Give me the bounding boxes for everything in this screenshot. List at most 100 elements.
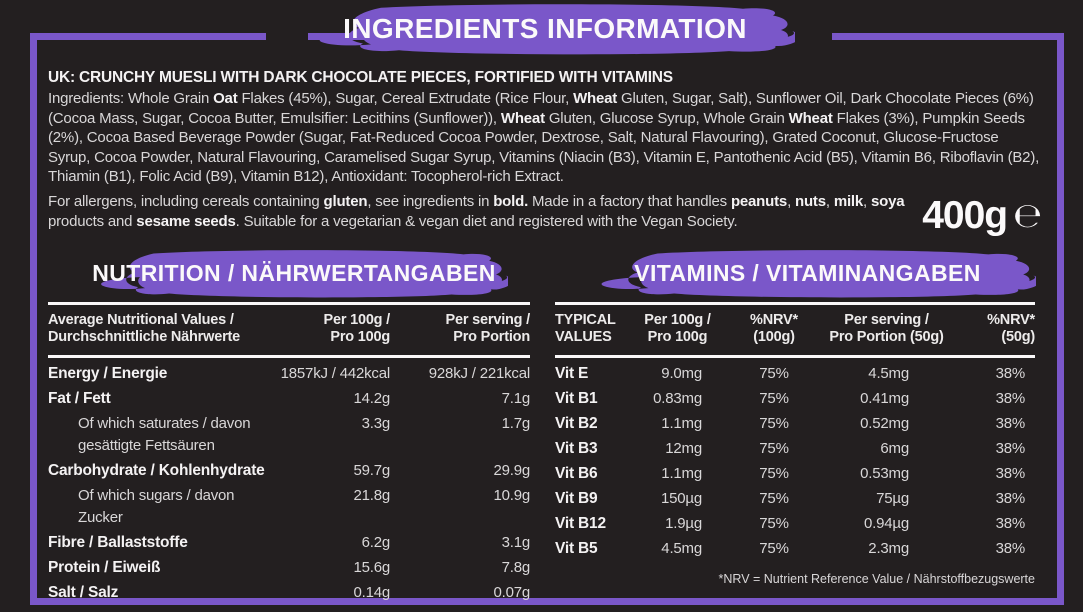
column-header-per-serving: Per serving / Pro Portion (50g): [818, 312, 955, 346]
text-segment: . Suitable for a vegetarian & vegan diet…: [235, 212, 738, 230]
per-100g-value: 150µg: [660, 489, 702, 507]
column-header-line: TYPICAL: [555, 312, 616, 328]
vitamins-table-body: Vit E 9.0mg 75% 4.5mg 38% Vit B1 0.83mg 75% 0.41…: [555, 358, 1035, 561]
per-100g-value: 0.83mg: [653, 389, 702, 407]
column-header-per-serving: Per serving / Pro Portion: [390, 312, 531, 346]
column-header-line: Durchschnittliche Nährwerte: [48, 329, 241, 345]
column-header-nrv-100g: %NRV* (100g): [730, 312, 818, 346]
nutrition-header: NUTRITION / NÄHRWERTANGABEN: [80, 248, 508, 299]
frame-gap-left: [266, 28, 308, 46]
vitamins-header: VITAMINS / VITAMINANGABEN: [579, 248, 1036, 299]
bold-text-segment: soya: [870, 193, 905, 210]
column-header-typical-values: TYPICAL VALUES: [555, 312, 625, 346]
text-segment: Flakes (45%), Sugar, Cereal Extrudate (R…: [237, 90, 574, 107]
allergen-row: For allergens, including cereals contain…: [48, 192, 1042, 238]
per-100g-value: 15.6g: [353, 558, 390, 576]
ingredients-paragraph: Ingredients: Whole Grain Oat Flakes (45%…: [48, 89, 1042, 187]
nutrition-row: Of which saturates / davon gesättigte Fe…: [48, 411, 530, 458]
text-segment: Gluten, Glucose Syrup, Whole Grain: [544, 109, 789, 127]
nutrition-header-title: NUTRITION / NÄHRWERTANGABEN: [92, 260, 496, 286]
nutrition-row: Fibre / Ballaststoffe 6.2g 3.1g: [48, 530, 530, 555]
nutrition-row: Protein / Eiweiß 15.6g 7.8g: [48, 555, 530, 580]
column-header-nrv-50g: %NRV* (50g): [955, 312, 1035, 346]
vitamin-label: Vit B1: [555, 389, 598, 407]
table-rule-header-bottom: [555, 355, 1035, 358]
nutrition-row: Energy / Energie 1857kJ / 442kcal 928kJ / …: [48, 361, 530, 386]
nutrition-row: Fat / Fett 14.2g 7.1g: [48, 386, 530, 411]
per-100g-value: 0.14g: [353, 583, 390, 601]
vitamin-label: Vit B9: [555, 489, 598, 507]
nrv-100g-value: 75%: [759, 464, 789, 482]
nutrition-row: Carbohydrate / Kohlenhydrate 59.7g 29.9g: [48, 458, 530, 483]
bold-text-segment: Wheat: [788, 109, 833, 127]
bold-text-segment: nuts: [795, 193, 826, 210]
per-100g-value: 59.7g: [353, 461, 390, 479]
column-header-values: Average Nutritional Values / Durchschnit…: [48, 312, 270, 346]
per-100g-value: 4.5mg: [661, 539, 702, 557]
table-rule-top: [48, 302, 530, 305]
column-header-line: Per 100g /: [644, 312, 711, 328]
column-header-line: %NRV*: [987, 312, 1035, 328]
table-rule-top: [555, 302, 1035, 305]
per-serving-value: 0.53mg: [860, 464, 909, 482]
column-header-line: Pro Portion: [453, 329, 530, 345]
nutrient-label: Protein / Eiweiß: [48, 558, 161, 576]
text-segment: Flakes (3%), Pumpkin Seeds (2%), Cocoa B…: [48, 109, 1040, 186]
text-segment: Gluten, Sugar, Salt), Sunflower Oil, Dar…: [48, 90, 1034, 127]
nutrient-label: Carbohydrate / Kohlenhydrate: [48, 461, 265, 479]
nrv-50g-value: 38%: [995, 464, 1026, 482]
per-100g-value: 21.8g: [353, 486, 390, 504]
intro-section: UK: CRUNCHY MUESLI WITH DARK CHOCOLATE P…: [48, 69, 1042, 187]
vitamin-row: Vit B12 1.9µg 75% 0.94µg 38%: [555, 511, 1035, 536]
per-serving-value: 0.07g: [493, 583, 530, 601]
per-serving-value: 10.9g: [493, 486, 530, 504]
product-heading: UK: CRUNCHY MUESLI WITH DARK CHOCOLATE P…: [48, 69, 673, 86]
vitamin-label: Vit B3: [555, 439, 598, 457]
per-100g-value: 9.0mg: [661, 364, 702, 382]
nrv-50g-value: 38%: [995, 539, 1026, 557]
bold-text-segment: peanuts: [730, 193, 788, 210]
nrv-50g-value: 38%: [995, 514, 1026, 532]
text-segment: ,: [863, 193, 871, 210]
vitamins-table-header: TYPICAL VALUES Per 100g / Pro 100g %NRV*…: [555, 305, 1035, 355]
vitamin-label: Vit B2: [555, 414, 598, 432]
per-serving-value: 7.8g: [501, 558, 531, 576]
estimated-sign-icon: ℮: [1013, 196, 1042, 236]
net-weight: 400g ℮: [922, 194, 1042, 238]
vitamin-row: Vit B5 4.5mg 75% 2.3mg 38%: [555, 536, 1035, 561]
text-segment: Made in a factory that handles: [528, 193, 731, 210]
column-header-per100g: Per 100g / Pro 100g: [625, 312, 730, 346]
nrv-100g-value: 75%: [759, 414, 789, 432]
vitamin-row: Vit E 9.0mg 75% 4.5mg 38%: [555, 361, 1035, 386]
column-header-line: Per serving /: [445, 312, 531, 328]
per-100g-value: 6.2g: [361, 533, 391, 551]
nutrition-table-body: Energy / Energie 1857kJ / 442kcal 928kJ / …: [48, 358, 530, 605]
per-100g-value: 3.3g: [361, 414, 391, 432]
nrv-100g-value: 75%: [759, 439, 789, 457]
column-header-line: (50g): [1001, 329, 1035, 345]
bold-text-segment: sesame seeds: [136, 212, 236, 230]
per-serving-value: 0.94µg: [864, 514, 909, 532]
bold-text-segment: Wheat: [500, 109, 545, 127]
brush-stroke-icon: [319, 4, 795, 55]
vitamin-row: Vit B3 12mg 75% 6mg 38%: [555, 436, 1035, 461]
table-rule-header-bottom: [48, 355, 530, 358]
vitamins-table: TYPICAL VALUES Per 100g / Pro 100g %NRV*…: [555, 302, 1035, 586]
nrv-footnote: *NRV = Nutrient Reference Value / Nährst…: [718, 572, 1036, 586]
nutrient-label: Of which sugars / davon Zucker: [78, 486, 235, 526]
bold-text-segment: Wheat: [573, 90, 618, 107]
allergen-paragraph: For allergens, including cereals contain…: [48, 192, 908, 231]
vitamin-row: Vit B9 150µg 75% 75µg 38%: [555, 486, 1035, 511]
column-header-line: Pro Portion (50g): [829, 329, 944, 345]
brush-stroke-icon: [601, 250, 1036, 298]
vitamin-row: Vit B6 1.1mg 75% 0.53mg 38%: [555, 461, 1035, 486]
per-serving-value: 7.1g: [501, 389, 531, 407]
vitamin-label: Vit E: [555, 364, 589, 382]
per-serving-value: 2.3mg: [868, 539, 909, 557]
text-segment: For allergens, including cereals contain…: [48, 193, 324, 210]
nutrition-table: Average Nutritional Values / Durchschnit…: [48, 302, 530, 605]
nrv-100g-value: 75%: [759, 389, 789, 407]
column-header-line: Pro 100g: [330, 329, 390, 345]
ingredients-header: INGREDIENTS INFORMATION: [295, 2, 795, 56]
per-serving-value: 1.7g: [501, 414, 531, 432]
